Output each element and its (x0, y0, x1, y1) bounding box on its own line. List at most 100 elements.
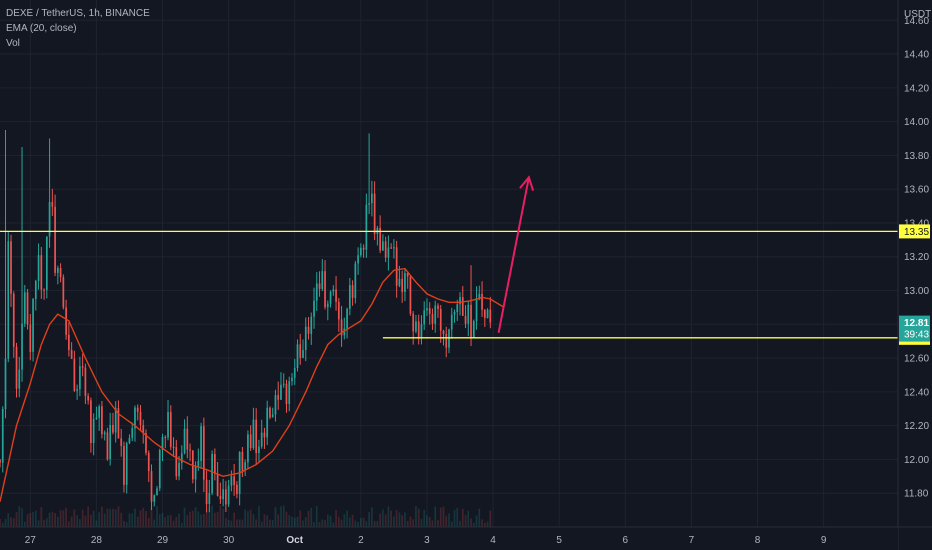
volume-bar (404, 512, 406, 527)
ema-label[interactable]: EMA (20, close) (6, 23, 77, 34)
volume-bar (29, 512, 32, 527)
volume-bar (415, 506, 417, 527)
candle-body (453, 312, 456, 315)
time-tick-label: 3 (424, 535, 430, 546)
volume-bar (249, 509, 252, 527)
volume-bar (117, 506, 120, 527)
volume-bar (84, 515, 87, 527)
candle-body (68, 334, 70, 350)
volume-bar (244, 509, 247, 527)
volume-bar (412, 519, 415, 527)
level-price-label: 13.35 (904, 227, 929, 238)
candle-body (189, 449, 191, 451)
price-tick-label: 14.60 (904, 16, 929, 27)
volume-bar (260, 521, 263, 527)
candle-body (241, 451, 244, 471)
volume-bar (103, 513, 106, 527)
currency-label[interactable]: USDT (904, 9, 931, 20)
candle-body (321, 271, 324, 289)
symbol-label[interactable]: DEXE / TetherUS, 1h, BINANCE (6, 8, 150, 19)
candle-body (423, 310, 426, 325)
candle-body (79, 366, 81, 390)
volume-bar (189, 511, 191, 527)
candle-body (442, 330, 445, 334)
volume-bar (293, 517, 296, 527)
candle-body (271, 414, 274, 418)
last-price-badge[interactable] (899, 315, 930, 342)
candle-body (87, 396, 90, 401)
price-tick-label: 12.40 (904, 387, 929, 398)
candle-body (153, 495, 156, 502)
volume-bar (191, 510, 194, 527)
candle-body (4, 358, 7, 410)
candle-body (293, 368, 296, 378)
volume-bar (142, 507, 145, 527)
candle-body (470, 304, 472, 338)
candle-body (255, 419, 258, 454)
candle-body (95, 417, 98, 419)
volume-bar (481, 519, 483, 527)
arrow-shaft[interactable] (497, 177, 530, 333)
volume-bar (285, 511, 288, 527)
candle-body (56, 268, 59, 273)
volume-bar (299, 510, 302, 527)
volume-bar (175, 517, 178, 527)
candle-body (134, 407, 136, 429)
candle-body (164, 437, 167, 439)
volume-bar (277, 514, 280, 527)
candle-body (249, 434, 252, 449)
candle-body (282, 383, 285, 385)
candle-body (390, 247, 393, 249)
time-tick-label: 4 (490, 535, 496, 546)
candle-body (409, 276, 412, 314)
volume-bar (161, 513, 164, 527)
volume-label[interactable]: Vol (6, 38, 20, 49)
candle-body (326, 303, 329, 308)
price-tick-label: 13.60 (904, 185, 929, 196)
candle-body (142, 425, 145, 434)
volume-bar (478, 508, 481, 527)
price-axis[interactable]: USDT11.8012.0012.2012.4012.6012.8013.001… (897, 0, 932, 550)
volume-bar (12, 518, 15, 527)
volume-bar (459, 520, 461, 527)
candle-body (489, 309, 492, 323)
volume-bar (48, 512, 51, 527)
chart-legend: DEXE / TetherUS, 1h, BINANCE EMA (20, cl… (6, 6, 150, 51)
candle-body (194, 466, 197, 480)
candle-body (274, 395, 277, 415)
volume-bar (332, 522, 335, 527)
arrow-head-icon[interactable] (519, 175, 535, 192)
volume-bar (214, 512, 216, 527)
last-price-label: 12.81 (904, 318, 929, 329)
volume-bar (200, 514, 202, 527)
volume-bar (81, 509, 84, 527)
candle-body (112, 424, 114, 433)
candle-body (128, 437, 131, 444)
candle-body (335, 289, 337, 302)
candle-body (307, 326, 310, 334)
volume-bar (335, 510, 337, 527)
time-axis[interactable]: 27 28 29 30 Oct 2 3 4 5 6 7 8 9 (0, 526, 932, 550)
price-tick-label: 14.20 (904, 83, 929, 94)
candle-body (70, 349, 73, 359)
volume-bar (382, 509, 384, 527)
candle-body (178, 462, 180, 477)
volume-bar (351, 514, 354, 527)
candle-body (365, 204, 368, 250)
volume-bar (489, 510, 492, 527)
volume-bar (274, 507, 277, 527)
candle-body (139, 411, 142, 426)
volume-bar (258, 506, 260, 527)
volume-bar (233, 512, 235, 527)
candle-body (472, 321, 475, 338)
volume-bar (450, 521, 453, 527)
level-price-badge[interactable] (899, 224, 930, 239)
volume-bar (304, 517, 307, 527)
volume-bar (324, 519, 326, 527)
arrow-drawing[interactable] (497, 175, 535, 333)
horizontal-levels[interactable] (0, 230, 898, 339)
volume-bar (68, 521, 70, 527)
candle-body (202, 426, 205, 480)
